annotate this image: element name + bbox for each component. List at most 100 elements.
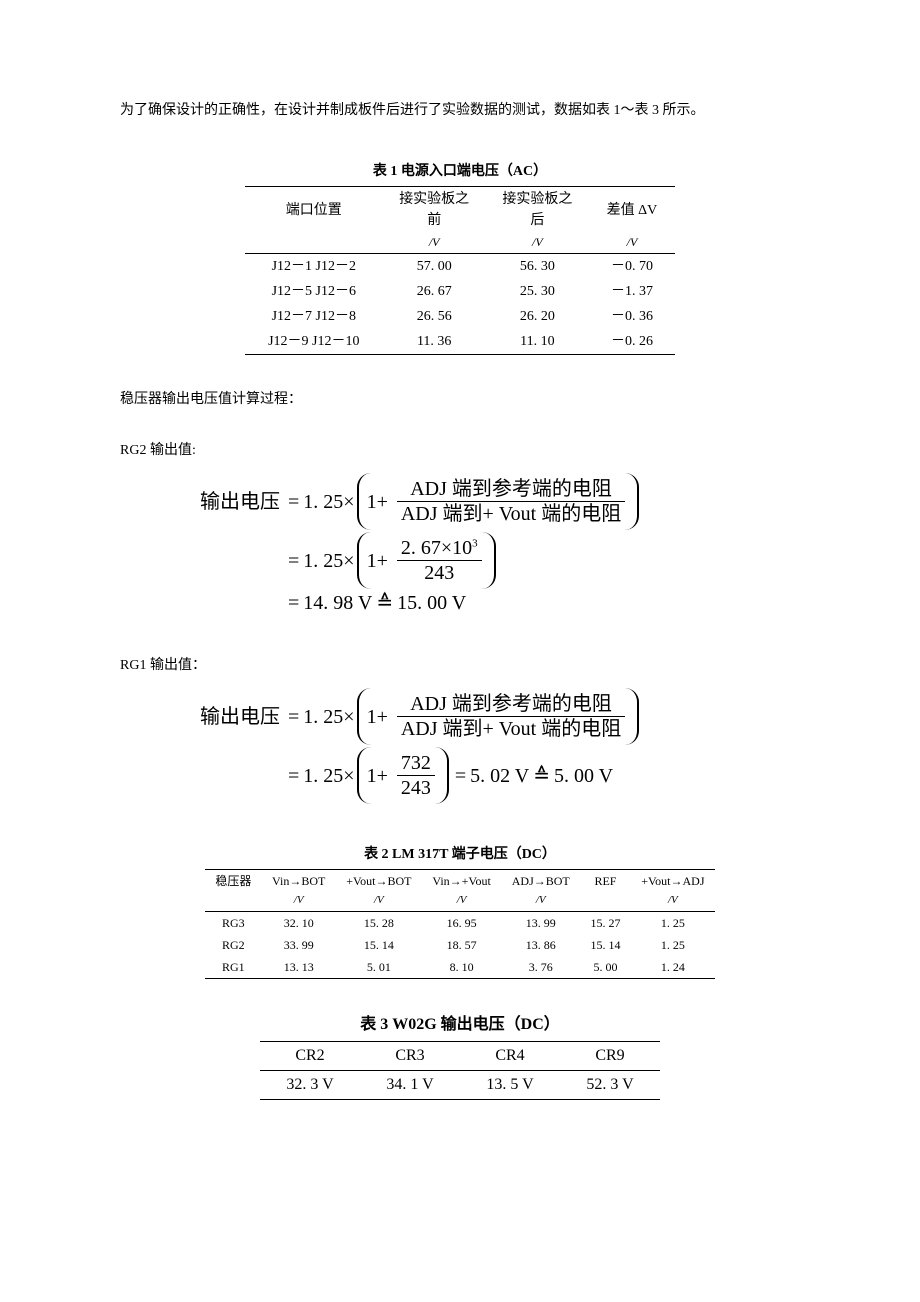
approx-sign: ≙	[533, 764, 550, 788]
frac-text: ADJ 端到参考端的电阻 ADJ 端到+ Vout 端的电阻	[397, 477, 625, 526]
t2-u3: /V	[422, 892, 501, 911]
table-cell: 26. 67	[383, 279, 486, 304]
table-cell: －0. 36	[589, 304, 675, 329]
table-cell: RG2	[205, 934, 262, 956]
t2-c1: Vin→BOT	[262, 870, 336, 893]
table-cell: 8. 10	[422, 956, 501, 979]
rg2-formula: 输出电压 = 1. 25 × 1+ ADJ 端到参考端的电阻 ADJ 端到+ V…	[160, 473, 760, 615]
table-row: J12－1 J12－257. 0056. 30－0. 70	[245, 254, 675, 280]
table-cell: 1. 24	[631, 956, 715, 979]
table-row: J12－5 J12－626. 6725. 30－1. 37	[245, 279, 675, 304]
table-cell: 52. 3 V	[560, 1070, 660, 1099]
rg1-den2: 243	[397, 776, 435, 800]
t2-c5: REF	[580, 870, 631, 893]
t2-c3: Vin→+Vout	[422, 870, 501, 893]
table-cell: 56. 30	[486, 254, 589, 280]
table1: 端口位置 接实验板之前 接实验板之后 差值 ΔV /V /V /V J12－1 …	[245, 186, 675, 355]
table-row: 32. 3 V34. 1 V13. 5 V52. 3 V	[260, 1070, 660, 1099]
table-cell: 26. 56	[383, 304, 486, 329]
table-cell: 15. 14	[580, 934, 631, 956]
brace-2: 1+ 2. 67×103 243	[357, 532, 496, 589]
table-cell: －0. 70	[589, 254, 675, 280]
table3-wrap: 表 3 W02G 输出电压（DC） CR2 CR3 CR4 CR9 32. 3 …	[120, 1013, 800, 1100]
t2-c6: +Vout→ADJ	[631, 870, 715, 893]
frac-text: ADJ 端到参考端的电阻 ADJ 端到+ Vout 端的电阻	[397, 692, 625, 741]
t3-c1: CR3	[360, 1041, 460, 1070]
rg2-den2: 243	[397, 561, 482, 585]
times-sign: ×	[343, 549, 354, 573]
table-row: J12－9 J12－1011. 3611. 10－0. 26	[245, 329, 675, 355]
rg2-label: RG2 输出值:	[120, 440, 800, 461]
table-cell: 15. 14	[336, 934, 422, 956]
table-cell: 1. 25	[631, 934, 715, 956]
one-plus: 1+	[367, 549, 393, 573]
t1-u2: /V	[486, 233, 589, 254]
times-sign: ×	[343, 764, 354, 788]
rg2-num2: 2. 67×10	[401, 537, 472, 559]
table2-wrap: 表 2 LM 317T 端子电压（DC） 稳压器 Vin→BOT +Vout→B…	[120, 844, 800, 979]
table1-body: J12－1 J12－257. 0056. 30－0. 70J12－5 J12－6…	[245, 254, 675, 355]
table-cell: －1. 37	[589, 279, 675, 304]
table3-title: 表 3 W02G 输出电压（DC）	[120, 1013, 800, 1037]
table-cell: RG3	[205, 911, 262, 934]
table-cell: 18. 57	[422, 934, 501, 956]
t2-u2: /V	[336, 892, 422, 911]
t2-u5	[580, 892, 631, 911]
table-cell: 34. 1 V	[360, 1070, 460, 1099]
rg1-num2: 732	[397, 751, 435, 776]
table2: 稳压器 Vin→BOT +Vout→BOT Vin→+Vout ADJ→BOT …	[205, 869, 715, 979]
frac-num2: 2. 67×103 243	[397, 536, 482, 585]
frac-num: ADJ 端到参考端的电阻	[397, 692, 625, 717]
frac-num: ADJ 端到参考端的电阻	[397, 477, 625, 502]
table-cell: J12－5 J12－6	[245, 279, 383, 304]
f-lhs: 输出电压	[160, 490, 284, 514]
table-cell: 33. 99	[262, 934, 336, 956]
eq-sign: =	[284, 549, 303, 573]
table-row: RG233. 9915. 1418. 5713. 8615. 141. 25	[205, 934, 715, 956]
table1-unit-row: /V /V /V	[245, 233, 675, 254]
table-row: J12－7 J12－826. 5626. 20－0. 36	[245, 304, 675, 329]
t1-col0: 端口位置	[245, 187, 383, 234]
table2-head-row: 稳压器 Vin→BOT +Vout→BOT Vin→+Vout ADJ→BOT …	[205, 870, 715, 893]
table2-body: RG332. 1015. 2816. 9513. 9915. 271. 25RG…	[205, 911, 715, 978]
table1-wrap: 表 1 电源入口端电压（AC） 端口位置 接实验板之前 接实验板之后 差值 ΔV…	[120, 161, 800, 355]
f-const: 1. 25	[303, 549, 343, 573]
t1-u0	[245, 233, 383, 254]
table-cell: 15. 27	[580, 911, 631, 934]
t2-u4: /V	[501, 892, 580, 911]
t2-u1: /V	[262, 892, 336, 911]
f-const: 1. 25	[303, 764, 343, 788]
table-cell: 11. 10	[486, 329, 589, 355]
table-cell: J12－9 J12－10	[245, 329, 383, 355]
brace-1: 1+ ADJ 端到参考端的电阻 ADJ 端到+ Vout 端的电阻	[357, 688, 640, 745]
rg1-label: RG1 输出值：	[120, 655, 800, 676]
rg2-exp: 3	[472, 537, 478, 549]
table-cell: 1. 25	[631, 911, 715, 934]
table-cell: 13. 13	[262, 956, 336, 979]
table1-title: 表 1 电源入口端电压（AC）	[120, 161, 800, 182]
table-cell: 16. 95	[422, 911, 501, 934]
table-cell: 15. 28	[336, 911, 422, 934]
table-cell: J12－7 J12－8	[245, 304, 383, 329]
t2-c4: ADJ→BOT	[501, 870, 580, 893]
t3-c2: CR4	[460, 1041, 560, 1070]
rg2-result: 14. 98 V	[303, 591, 372, 615]
eq-sign: =	[284, 591, 303, 615]
table-cell: 26. 20	[486, 304, 589, 329]
table-cell: 13. 86	[501, 934, 580, 956]
table-cell: RG1	[205, 956, 262, 979]
table-cell: 25. 30	[486, 279, 589, 304]
f-lhs: 输出电压	[160, 705, 284, 729]
table-cell: 32. 3 V	[260, 1070, 360, 1099]
eq-sign: =	[284, 764, 303, 788]
table-cell: 13. 5 V	[460, 1070, 560, 1099]
table3: CR2 CR3 CR4 CR9 32. 3 V34. 1 V13. 5 V52.…	[260, 1041, 660, 1100]
t1-col1: 接实验板之前	[383, 187, 486, 234]
table1-head-row: 端口位置 接实验板之前 接实验板之后 差值 ΔV	[245, 187, 675, 234]
eq-sign: =	[284, 705, 303, 729]
table-cell: J12－1 J12－2	[245, 254, 383, 280]
f-const: 1. 25	[303, 705, 343, 729]
t1-u1: /V	[383, 233, 486, 254]
rg1-formula: 输出电压 = 1. 25 × 1+ ADJ 端到参考端的电阻 ADJ 端到+ V…	[160, 688, 760, 804]
table3-head-row: CR2 CR3 CR4 CR9	[260, 1041, 660, 1070]
